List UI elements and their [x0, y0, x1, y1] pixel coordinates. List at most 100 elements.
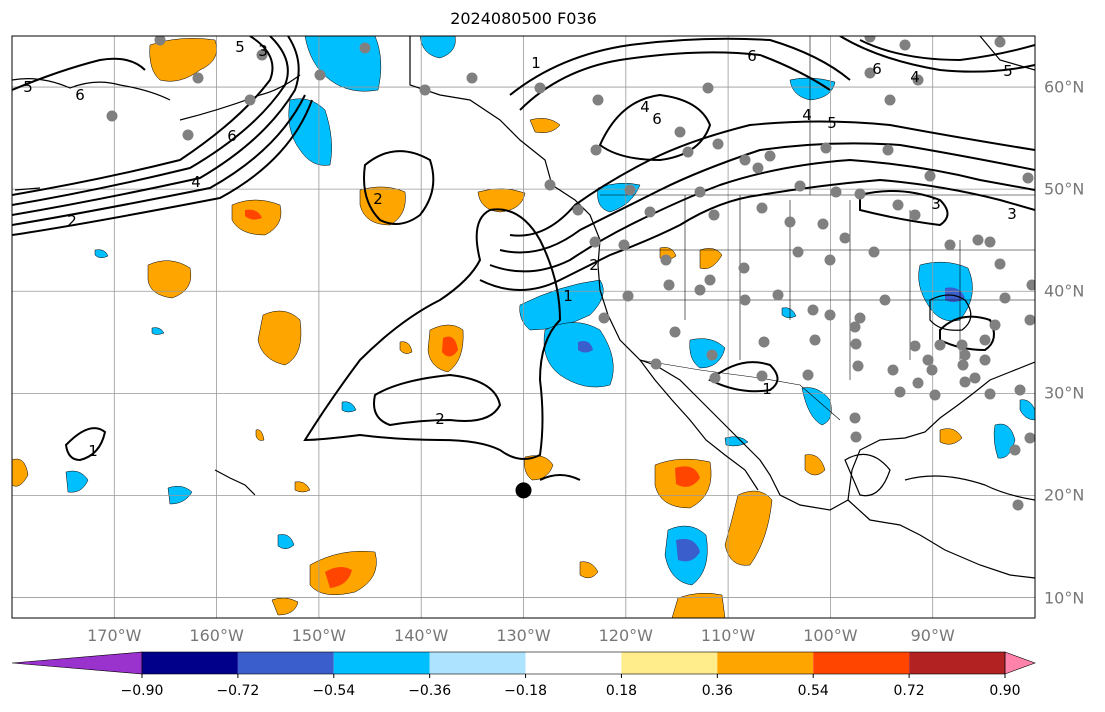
station-dot — [864, 67, 876, 79]
station-dot — [704, 274, 716, 286]
map-title: 2024080500 F036 — [450, 9, 597, 28]
station-dot — [924, 170, 936, 182]
station-dot — [887, 364, 899, 376]
colorbar-segment — [429, 652, 526, 674]
contour-label: 1 — [531, 54, 541, 72]
station-dot — [708, 209, 720, 221]
longitude-label: 150°W — [291, 626, 347, 645]
contour-label: 2 — [373, 190, 383, 208]
station-dot — [972, 234, 984, 246]
station-dot — [854, 312, 866, 324]
station-dot — [694, 186, 706, 198]
contour-label: 4 — [191, 173, 201, 191]
station-dot — [660, 254, 672, 266]
colorbar-segment — [717, 652, 814, 674]
colorbar — [11, 651, 1036, 678]
station-dot — [794, 180, 806, 192]
colorbar-tick-label: 0.72 — [893, 683, 925, 699]
anomaly-shading — [12, 36, 1035, 618]
colorbar-segment — [525, 652, 622, 674]
colorbar-frame — [141, 651, 1006, 675]
station-dot — [756, 202, 768, 214]
station-dot — [359, 42, 371, 54]
station-dot — [934, 339, 946, 351]
station-dot — [669, 326, 681, 338]
station-dot — [864, 36, 876, 43]
station-dot — [694, 284, 706, 296]
contour-label: 3 — [258, 42, 268, 60]
station-dot — [817, 218, 829, 230]
longitude-label: 130°W — [496, 626, 551, 645]
station-dot — [792, 246, 804, 258]
station-dot — [830, 186, 842, 198]
station-dot — [589, 236, 601, 248]
colorbar-segment — [333, 652, 430, 674]
station-markers — [106, 36, 1035, 511]
station-dot — [738, 262, 750, 274]
latitude-label: 20°N — [1044, 485, 1085, 505]
station-dot — [154, 36, 166, 46]
colorbar-segment — [237, 652, 334, 674]
colorbar-tick-label: 0.36 — [701, 683, 733, 699]
station-dot — [1022, 172, 1034, 184]
station-dot — [926, 364, 938, 376]
station-dot — [598, 312, 610, 324]
colorbar-segment — [142, 652, 238, 674]
contour-label: 6 — [872, 60, 882, 78]
colorbar-tick-label: 0.54 — [797, 683, 829, 699]
colorbar-extend-low — [11, 651, 143, 675]
station-dot — [909, 340, 921, 352]
colorbar-tick-label: 0.18 — [605, 683, 638, 699]
station-dot — [979, 354, 991, 366]
station-dot — [909, 209, 921, 221]
station-dot — [999, 292, 1011, 304]
longitude-label: 100°W — [803, 626, 858, 645]
station-dot — [709, 372, 721, 384]
station-dot — [929, 389, 941, 401]
station-dot — [256, 49, 268, 61]
longitude-label: 120°W — [598, 626, 653, 645]
station-dot — [650, 358, 662, 370]
station-dot — [712, 138, 724, 150]
contour-label: 4 — [802, 106, 812, 124]
contour-label: 1 — [762, 380, 772, 398]
political-borders — [600, 36, 1035, 421]
contour-label: 1 — [88, 442, 98, 460]
station-dot — [989, 319, 1001, 331]
station-dot — [182, 129, 194, 141]
station-dot — [784, 216, 796, 228]
station-dot — [849, 412, 861, 424]
longitude-label: 90°W — [910, 626, 955, 645]
station-dot — [894, 386, 906, 398]
station-dot — [702, 82, 714, 94]
contour-label: 2 — [589, 256, 599, 274]
station-dot — [957, 359, 969, 371]
station-dot — [852, 360, 864, 372]
station-dot — [868, 246, 880, 258]
station-dot — [882, 144, 894, 156]
station-dot — [624, 184, 636, 196]
location-marker — [515, 482, 532, 499]
station-dot — [994, 258, 1006, 270]
station-dot — [644, 206, 656, 218]
station-dot — [984, 236, 996, 248]
contour-label: 3 — [931, 195, 941, 213]
contour-label: 2 — [67, 212, 77, 230]
contour-label: 5 — [1003, 62, 1013, 80]
station-dot — [824, 309, 836, 321]
station-dot — [756, 370, 768, 382]
station-dot — [534, 82, 546, 94]
station-dot — [244, 94, 256, 106]
latitude-label: 50°N — [1044, 179, 1085, 199]
colorbar-segment — [813, 652, 910, 674]
station-dot — [944, 239, 956, 251]
station-dot — [984, 388, 996, 400]
contour-label: 5 — [827, 114, 837, 132]
station-dot — [959, 376, 971, 388]
colorbar-extend-high — [1004, 651, 1036, 675]
longitude-label: 140°W — [394, 626, 449, 645]
station-dot — [854, 188, 866, 200]
contour-label: 6 — [227, 127, 237, 145]
station-dot — [849, 321, 861, 333]
station-dot — [922, 354, 934, 366]
